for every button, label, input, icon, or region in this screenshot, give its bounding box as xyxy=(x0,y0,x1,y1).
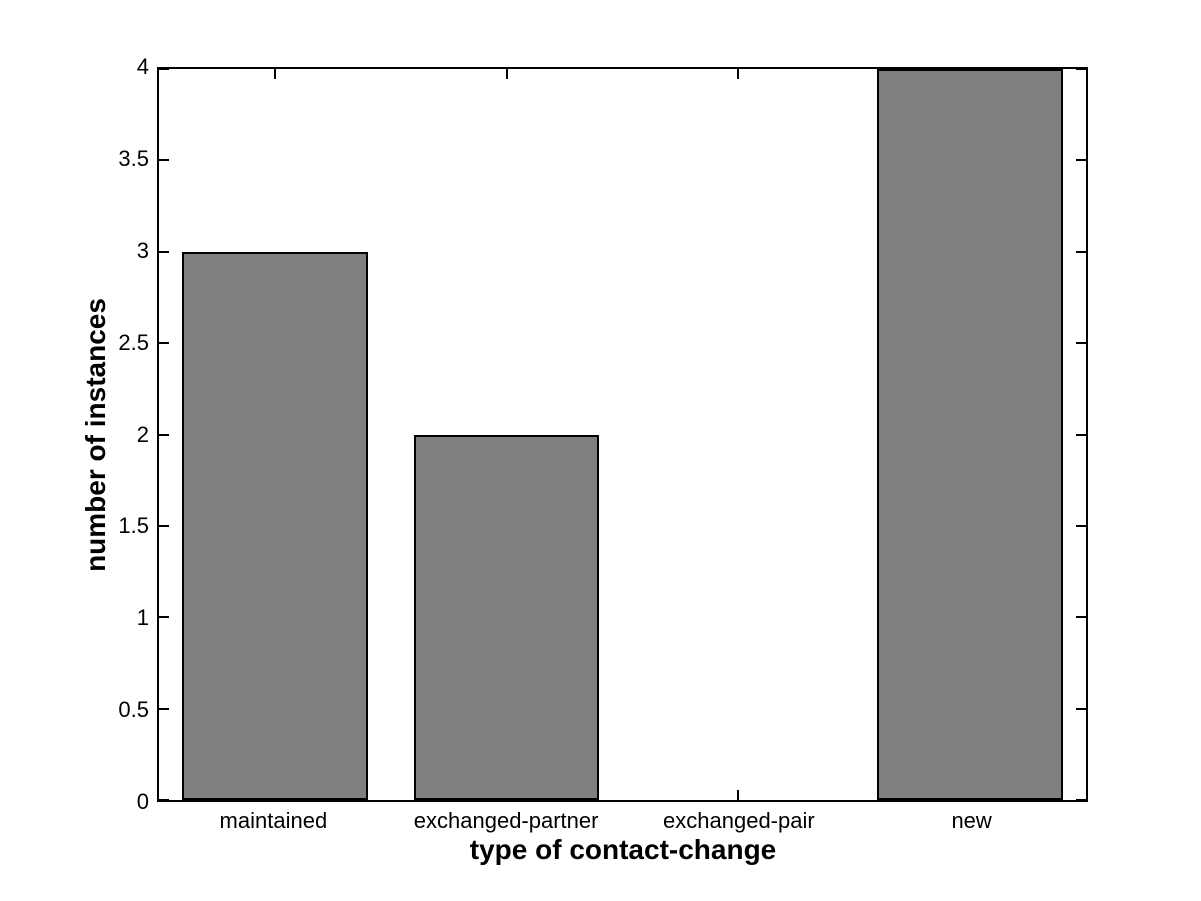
x-tick-label: exchanged-partner xyxy=(413,808,599,833)
y-tick-mark xyxy=(159,799,169,801)
y-tick-mark xyxy=(1076,524,1086,527)
x-tick-label: exchanged-pair xyxy=(663,808,815,833)
y-tick-label: 3 xyxy=(136,237,149,263)
y-tick-mark xyxy=(1076,342,1086,345)
bar-exchanged-partner xyxy=(413,434,600,800)
y-tick-mark xyxy=(159,433,169,436)
y-tick-label: 1 xyxy=(136,605,149,631)
y-tick-mark xyxy=(1076,799,1086,801)
y-tick-label: 2 xyxy=(136,421,149,447)
y-tick-label: 3.5 xyxy=(118,145,149,171)
x-tick-label: new xyxy=(951,808,992,833)
bar-new xyxy=(877,69,1063,800)
y-tick-mark xyxy=(159,159,169,162)
y-tick-mark xyxy=(159,68,169,70)
y-tick-mark xyxy=(159,616,169,619)
y-tick-label: 0 xyxy=(136,789,149,814)
y-tick-mark xyxy=(1076,250,1086,253)
y-tick-mark xyxy=(1076,707,1086,710)
y-tick-mark xyxy=(159,524,169,527)
y-tick-mark xyxy=(159,250,169,253)
y-tick-mark xyxy=(1076,433,1086,436)
y-tick-mark xyxy=(1076,616,1086,619)
y-tick-mark xyxy=(159,707,169,710)
y-tick-label: 1.5 xyxy=(118,513,149,539)
x-axis-label: type of contact-change xyxy=(469,834,777,865)
plot-area xyxy=(157,67,1088,802)
y-tick-label: 0.5 xyxy=(118,697,149,723)
y-tick-mark xyxy=(1076,68,1086,70)
y-tick-label: 2.5 xyxy=(118,329,149,355)
x-tick-mark xyxy=(273,69,276,79)
x-tick-mark xyxy=(737,69,740,79)
x-tick-mark xyxy=(737,790,740,800)
y-tick-label: 4 xyxy=(136,54,149,79)
x-tick-label: maintained xyxy=(219,808,328,833)
bar-maintained xyxy=(182,251,368,800)
x-tick-mark xyxy=(505,69,508,79)
y-tick-mark xyxy=(1076,159,1086,162)
y-tick-mark xyxy=(159,342,169,345)
